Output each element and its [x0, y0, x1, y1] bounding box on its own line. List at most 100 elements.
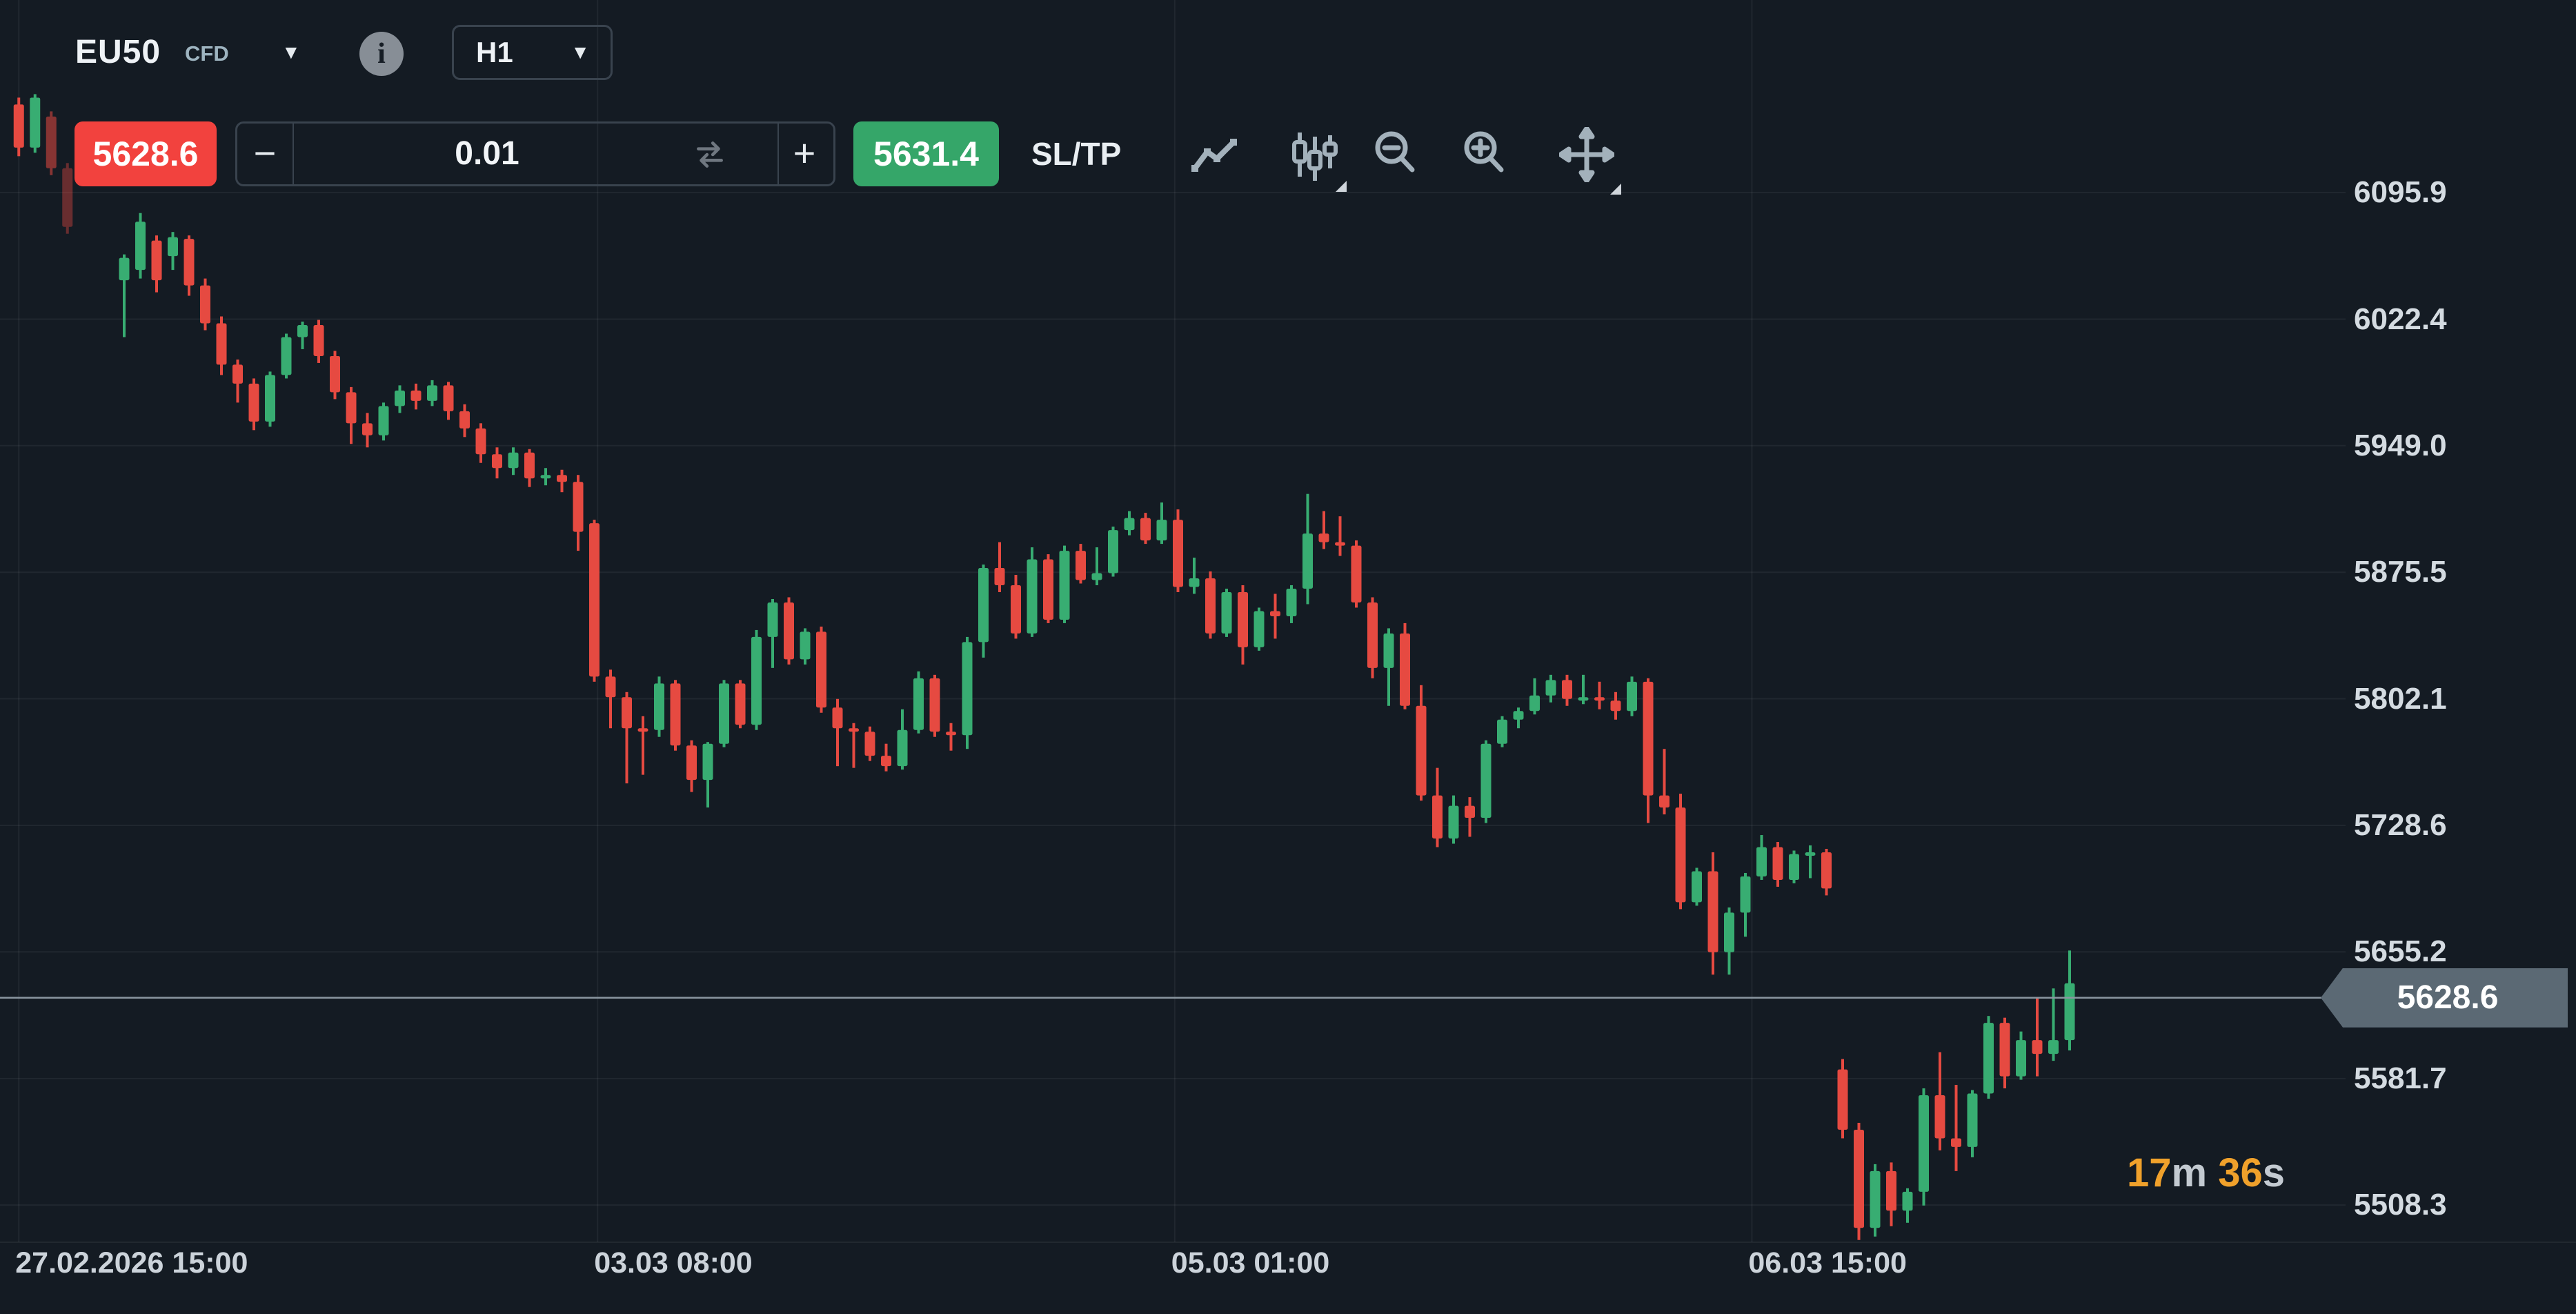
candle — [670, 680, 681, 751]
candle — [13, 97, 24, 157]
candle — [1497, 716, 1507, 747]
volume-input[interactable]: 0.01 — [455, 135, 519, 172]
candle — [1286, 585, 1297, 623]
countdown-part: 17 — [2127, 1150, 2172, 1195]
line-chart-icon[interactable] — [1188, 127, 1243, 182]
countdown-part: m — [2171, 1150, 2219, 1195]
candle — [1967, 1090, 1978, 1157]
candle — [1772, 842, 1783, 887]
candle — [1448, 795, 1459, 844]
candle — [1335, 516, 1345, 556]
candle — [1724, 907, 1734, 975]
candle — [994, 542, 1005, 592]
candle — [508, 447, 519, 475]
candle — [1318, 511, 1329, 549]
candle — [1124, 511, 1135, 536]
candle — [1076, 544, 1086, 584]
candle — [1919, 1088, 1929, 1206]
candle — [1951, 1085, 1961, 1171]
candle — [1480, 740, 1492, 823]
candle — [1011, 575, 1021, 639]
divider — [777, 124, 779, 184]
candle — [62, 163, 73, 234]
price-tick-label: 5802.1 — [2354, 681, 2447, 716]
timeframe-caret-icon: ▼ — [571, 41, 590, 63]
sltp-button[interactable]: SL/TP — [1031, 136, 1122, 172]
swap-units-icon[interactable] — [693, 137, 727, 172]
candle — [654, 676, 664, 737]
candle — [849, 723, 859, 768]
candle — [1238, 585, 1248, 665]
candle — [1821, 849, 1832, 896]
chart-style-icon[interactable] — [1287, 127, 1347, 192]
candle — [1091, 547, 1102, 586]
instrument-type-label: CFD — [185, 41, 229, 66]
candle — [1059, 545, 1070, 623]
info-icon[interactable]: i — [359, 32, 404, 76]
candle — [1173, 509, 1183, 592]
candle — [1756, 835, 1767, 880]
candle — [1513, 707, 1524, 729]
candle — [978, 565, 989, 658]
price-tick-label: 5728.6 — [2354, 808, 2447, 843]
timeframe-select[interactable]: H1 ▼ — [452, 25, 613, 80]
candle — [1270, 594, 1280, 639]
candle — [492, 447, 502, 479]
candle — [297, 322, 308, 349]
candle — [232, 359, 243, 403]
candle — [1465, 797, 1475, 837]
candle — [897, 709, 908, 770]
candle — [1254, 607, 1265, 651]
candle — [1156, 502, 1167, 545]
buy-button[interactable]: 5631.4 — [853, 121, 999, 186]
candle — [1594, 681, 1605, 709]
candle — [1302, 493, 1313, 605]
countdown-part: s — [2262, 1150, 2285, 1195]
pan-icon[interactable] — [1558, 126, 1621, 195]
zoom-out-icon[interactable] — [1368, 127, 1423, 182]
candle — [1400, 622, 1410, 709]
sell-button[interactable]: 5628.6 — [75, 121, 217, 186]
symbol-dropdown-caret-icon[interactable]: ▼ — [281, 41, 301, 63]
candle — [119, 254, 130, 337]
candle — [1140, 513, 1151, 545]
candle — [524, 449, 535, 487]
candle — [735, 680, 746, 729]
candle — [864, 726, 875, 761]
price-tick-label: 5581.7 — [2354, 1061, 2447, 1095]
candle — [46, 111, 57, 175]
candle — [1740, 872, 1751, 937]
candle — [281, 333, 292, 379]
candle — [1999, 1017, 2010, 1089]
candle — [1545, 674, 1556, 703]
candle — [605, 669, 616, 729]
candle — [784, 597, 794, 665]
time-tick-label: 05.03 01:00 — [1171, 1246, 1330, 1279]
candle — [832, 698, 843, 767]
candle — [686, 740, 697, 792]
countdown-part: 36 — [2218, 1150, 2263, 1195]
time-tick-label: 06.03 15:00 — [1748, 1246, 1907, 1279]
volume-decrease-button[interactable]: − — [253, 131, 277, 175]
dropdown-corner-icon — [1610, 184, 1621, 195]
candle — [767, 598, 778, 668]
time-tick-label: 27.02.2026 15:00 — [15, 1246, 248, 1279]
divider — [293, 124, 294, 184]
candle — [962, 636, 973, 749]
volume-increase-button[interactable]: + — [793, 131, 816, 175]
candle — [540, 468, 551, 486]
zoom-in-icon[interactable] — [1457, 127, 1512, 182]
candle — [30, 94, 41, 153]
candle — [2048, 988, 2059, 1061]
candle — [1205, 571, 1216, 639]
candle — [1351, 540, 1362, 608]
candle — [1383, 628, 1394, 706]
candle — [330, 351, 340, 400]
candle — [1610, 692, 1621, 720]
candle — [1432, 767, 1443, 847]
candle — [459, 404, 470, 438]
candle — [443, 382, 454, 420]
candle — [395, 385, 405, 413]
candle — [151, 235, 162, 293]
